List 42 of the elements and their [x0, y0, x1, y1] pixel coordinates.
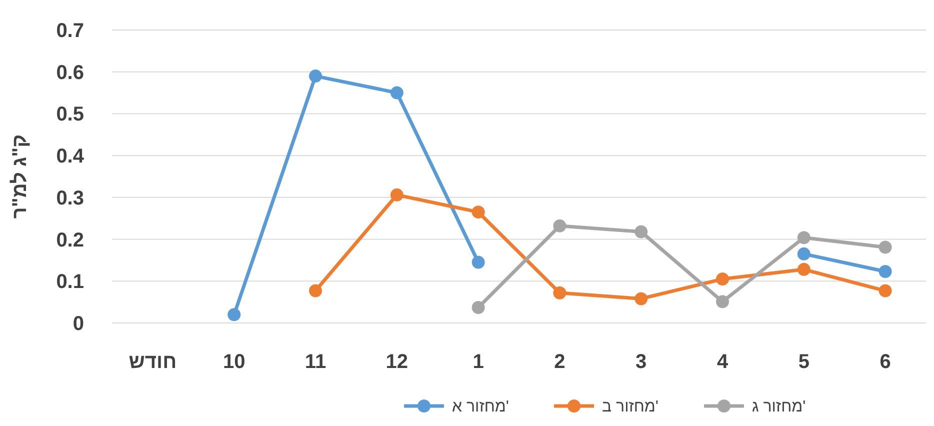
point	[309, 284, 322, 298]
point	[472, 256, 485, 269]
point	[716, 295, 729, 308]
x-tick-label: 4	[716, 351, 729, 373]
point	[553, 219, 566, 232]
point	[390, 188, 404, 202]
point	[797, 247, 810, 260]
y-tick-label: 0	[72, 313, 84, 335]
x-tick-label: 5	[798, 351, 810, 373]
x-tick-label: 1	[472, 351, 484, 373]
point	[878, 265, 892, 278]
point	[797, 262, 810, 276]
legend-label: מחזור ג'	[752, 398, 806, 416]
y-tick-label: 0.1	[56, 271, 84, 294]
point	[390, 86, 404, 100]
y-tick-label: 0.2	[56, 229, 84, 252]
y-tick-label: 0.7	[56, 20, 84, 42]
point	[228, 308, 241, 322]
point	[716, 272, 729, 286]
x-tick-label: חודש	[128, 351, 177, 373]
y-tick-label: 0.4	[56, 146, 85, 168]
y-axis-title: ק"ג למ"ר	[9, 134, 31, 219]
point	[878, 240, 892, 254]
x-tick-label: 3	[636, 351, 647, 373]
point	[878, 284, 892, 298]
y-tick-label: 0.3	[56, 187, 84, 210]
point	[634, 225, 648, 238]
point	[472, 301, 485, 314]
legend-label: מחזור א'	[452, 398, 509, 416]
x-tick-label: 6	[880, 351, 891, 373]
x-tick-label: 10	[222, 351, 246, 373]
x-tick-label: 11	[304, 351, 326, 373]
legend-label: מחזור ב'	[602, 398, 658, 416]
y-tick-label: 0.6	[56, 62, 84, 84]
point	[634, 292, 648, 306]
point	[797, 231, 810, 244]
point	[553, 286, 566, 300]
x-tick-label: 12	[386, 351, 408, 373]
y-tick-label: 0.5	[56, 104, 84, 126]
point	[309, 70, 322, 83]
point	[472, 206, 485, 219]
x-tick-label: 2	[554, 351, 566, 373]
